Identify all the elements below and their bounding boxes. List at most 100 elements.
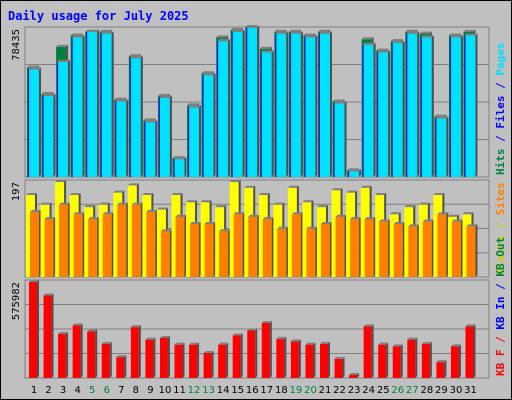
x-tick-label-day-16: 16 — [246, 385, 259, 396]
pages-bar-day-13-edge — [213, 73, 216, 177]
sites-bar-day-18-top — [277, 226, 289, 229]
panel-hits-legend: Hits / Files / Pages — [494, 43, 507, 176]
panel-hits-legend-item-2: Files — [494, 96, 507, 136]
pages-bar-day-3-edge — [68, 59, 71, 177]
kbf-bar-day-1-edge — [37, 280, 39, 378]
pages-bar-day-19 — [290, 33, 301, 177]
sites-bar-day-2 — [44, 219, 54, 277]
sites-bar-day-30-top — [451, 219, 463, 222]
chart-title: Daily usage for July 2025 — [8, 9, 189, 23]
pages-bar-day-9 — [145, 122, 156, 177]
pages-bar-day-17 — [261, 52, 272, 177]
sites-bar-day-7-top — [117, 202, 129, 205]
kbf-bar-day-9 — [145, 339, 154, 378]
hits-bar-day-4-top — [70, 33, 83, 36]
sites-bar-day-20 — [306, 228, 316, 277]
sites-bar-day-12-edge — [199, 221, 202, 277]
sites-bar-day-31 — [466, 226, 476, 277]
sites-bar-day-10-top — [160, 229, 172, 232]
kbf-bar-day-2-edge — [51, 293, 54, 378]
x-tick-label-day-20: 20 — [304, 385, 317, 396]
sites-bar-day-22-edge — [344, 214, 347, 277]
x-tick-label-day-27: 27 — [406, 385, 419, 396]
kbf-bar-day-14-edge — [226, 342, 229, 378]
sites-bar-day-25 — [379, 221, 389, 277]
kbf-bar-day-21-top — [320, 341, 330, 344]
panel-hits-max-label: 78435 — [11, 29, 22, 61]
kbf-bar-day-5 — [87, 331, 96, 378]
panel-visits-legend-item-2: Sites — [494, 182, 507, 222]
kbf-bar-day-17-top — [261, 320, 272, 323]
sites-bar-day-13-edge — [213, 221, 216, 277]
pages-bar-day-21 — [320, 33, 330, 177]
x-tick-label-day-15: 15 — [231, 385, 244, 396]
hits-bar-day-26-top — [390, 39, 403, 42]
x-tick-label-day-12: 12 — [188, 385, 201, 396]
kbf-bar-day-10-top — [159, 335, 170, 338]
kbf-bar-day-28 — [421, 343, 430, 378]
visits-bar-day-7-top — [113, 190, 125, 193]
kbf-bar-day-3 — [58, 333, 67, 378]
sites-bar-day-1-edge — [39, 209, 41, 277]
pages-bar-day-27-edge — [417, 31, 420, 177]
sites-bar-day-5 — [88, 219, 98, 277]
pages-bar-day-25 — [378, 52, 389, 177]
sites-bar-day-15-top — [233, 212, 245, 215]
x-tick-label-day-18: 18 — [275, 385, 288, 396]
kbf-bar-day-11 — [174, 344, 183, 378]
kbf-bar-day-11-edge — [182, 342, 185, 378]
panel-hits-legend-item-1: / — [494, 135, 507, 149]
visits-bar-day-25-top — [375, 193, 387, 196]
x-tick-label-day-7: 7 — [118, 385, 124, 396]
pages-bar-day-7-top — [116, 99, 129, 102]
sites-bar-day-9 — [146, 211, 156, 277]
panel-visits-legend-item-0: Visits — [494, 235, 507, 275]
pages-bar-day-20-edge — [315, 35, 318, 178]
pages-bar-day-11-edge — [184, 157, 187, 177]
pages-bar-day-28-top — [421, 35, 434, 38]
pages-bar-day-9-edge — [155, 120, 158, 177]
hits-bar-day-28-top — [419, 31, 432, 34]
pages-bar-day-26-top — [392, 41, 405, 44]
x-tick-label-day-24: 24 — [362, 385, 375, 396]
sites-bar-day-17-top — [262, 217, 274, 220]
panel-visits-legend: Visits / Sites — [494, 182, 507, 275]
x-tick-label-day-25: 25 — [377, 385, 390, 396]
visits-bar-day-18-top — [273, 202, 285, 205]
kbf-bar-day-31 — [465, 326, 474, 378]
sites-bar-day-27-top — [408, 224, 420, 227]
pages-bar-day-21-top — [320, 31, 332, 34]
kbf-bar-day-5-top — [87, 329, 98, 332]
sites-bar-day-15 — [233, 214, 243, 277]
pages-bar-day-30-top — [450, 35, 463, 38]
x-tick-label-day-4: 4 — [74, 385, 80, 396]
visits-bar-day-30-top — [447, 214, 459, 217]
sites-bar-day-26-top — [393, 221, 405, 224]
panel-visits-legend-item-1: / — [494, 222, 507, 236]
pages-bar-day-18-top — [276, 31, 289, 34]
x-tick-label-day-6: 6 — [104, 385, 110, 396]
kbf-bar-day-23 — [349, 374, 358, 378]
sites-bar-day-1 — [30, 211, 39, 277]
pages-bar-day-14 — [218, 41, 229, 177]
pages-bar-day-20 — [305, 37, 316, 178]
pages-bar-day-7 — [116, 101, 127, 177]
visits-bar-day-14-top — [215, 205, 227, 208]
x-tick-label-day-3: 3 — [60, 385, 66, 396]
pages-bar-day-11 — [174, 159, 185, 177]
kbf-bar-day-4-top — [72, 323, 83, 326]
hits-bar-day-17-top — [259, 46, 272, 49]
kbf-bar-day-8-top — [130, 325, 141, 328]
sites-bar-day-6-edge — [111, 212, 114, 277]
kbf-bar-day-25-edge — [386, 342, 389, 378]
kbf-bar-day-3-top — [58, 331, 69, 334]
sites-bar-day-29-edge — [446, 212, 449, 277]
pages-bar-day-18 — [276, 33, 287, 177]
hits-bar-day-14-top — [216, 35, 229, 38]
kbf-bar-day-10-edge — [167, 335, 170, 378]
sites-bar-day-19-top — [291, 212, 303, 215]
pages-bar-day-16-edge — [257, 25, 260, 177]
sites-bar-day-24-top — [364, 217, 376, 220]
hits-bar-day-8-top — [128, 54, 141, 57]
kbf-bar-day-16-top — [247, 328, 258, 331]
